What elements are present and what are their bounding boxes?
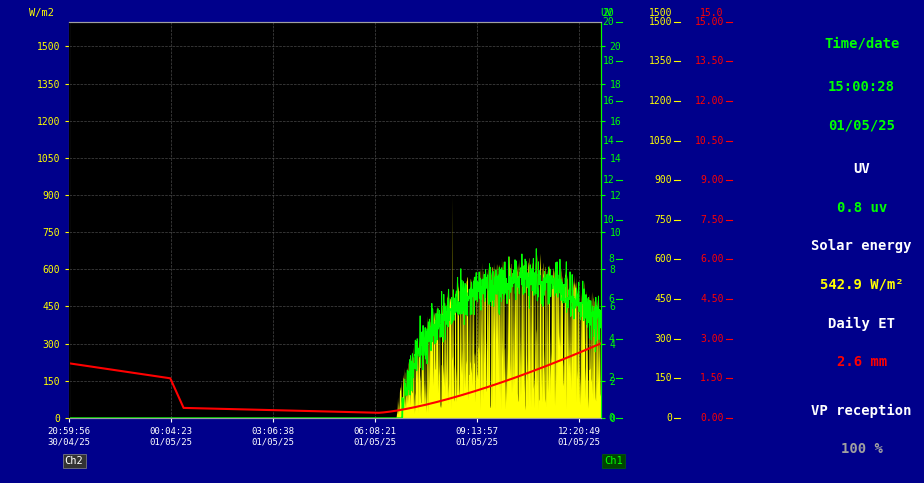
Text: 8: 8 — [609, 255, 614, 264]
Text: 1500: 1500 — [649, 8, 672, 18]
Text: Ch1: Ch1 — [604, 456, 623, 466]
Text: 6.00: 6.00 — [700, 255, 723, 264]
Text: 10: 10 — [602, 215, 614, 225]
Text: 6: 6 — [609, 294, 614, 304]
Text: 0.8 uv: 0.8 uv — [836, 201, 887, 214]
Text: 1200: 1200 — [649, 96, 672, 106]
Text: 13.50: 13.50 — [695, 57, 723, 66]
Text: 7.50: 7.50 — [700, 215, 723, 225]
Text: 16: 16 — [602, 96, 614, 106]
Text: 0: 0 — [609, 413, 614, 423]
Text: 14: 14 — [602, 136, 614, 145]
Text: Ch2: Ch2 — [65, 456, 83, 466]
Text: 0: 0 — [666, 413, 672, 423]
Text: UV: UV — [601, 8, 614, 18]
Text: 20: 20 — [602, 8, 614, 18]
Text: 3.00: 3.00 — [700, 334, 723, 343]
Text: 12: 12 — [602, 175, 614, 185]
Text: 100 %: 100 % — [841, 442, 882, 456]
Text: 4: 4 — [609, 334, 614, 343]
Text: 1050: 1050 — [649, 136, 672, 145]
Text: 9.00: 9.00 — [700, 175, 723, 185]
Text: 15:00:28: 15:00:28 — [828, 80, 895, 94]
Text: 300: 300 — [654, 334, 672, 343]
Text: UV: UV — [853, 162, 870, 176]
Text: 1500: 1500 — [649, 17, 672, 27]
Text: 20: 20 — [602, 17, 614, 27]
Text: 15.00: 15.00 — [695, 17, 723, 27]
Text: 542.9 W/m²: 542.9 W/m² — [820, 278, 904, 292]
Text: 12.00: 12.00 — [695, 96, 723, 106]
Text: 750: 750 — [654, 215, 672, 225]
Text: VP reception: VP reception — [811, 403, 912, 418]
Text: 15.0: 15.0 — [700, 8, 723, 18]
Text: 0.00: 0.00 — [700, 413, 723, 423]
Text: Daily ET: Daily ET — [828, 316, 895, 331]
Text: 1.50: 1.50 — [700, 373, 723, 383]
Text: 2: 2 — [609, 373, 614, 383]
Text: 2.6 mm: 2.6 mm — [836, 355, 887, 369]
Text: W/m2: W/m2 — [30, 8, 55, 18]
Text: 18: 18 — [602, 57, 614, 66]
Text: 600: 600 — [654, 255, 672, 264]
Text: Time/date: Time/date — [824, 37, 899, 50]
Text: 150: 150 — [654, 373, 672, 383]
Text: 900: 900 — [654, 175, 672, 185]
Text: 10.50: 10.50 — [695, 136, 723, 145]
Text: 450: 450 — [654, 294, 672, 304]
Text: 01/05/25: 01/05/25 — [828, 119, 895, 132]
Text: 1350: 1350 — [649, 57, 672, 66]
Text: Solar energy: Solar energy — [811, 240, 912, 253]
Text: 4.50: 4.50 — [700, 294, 723, 304]
